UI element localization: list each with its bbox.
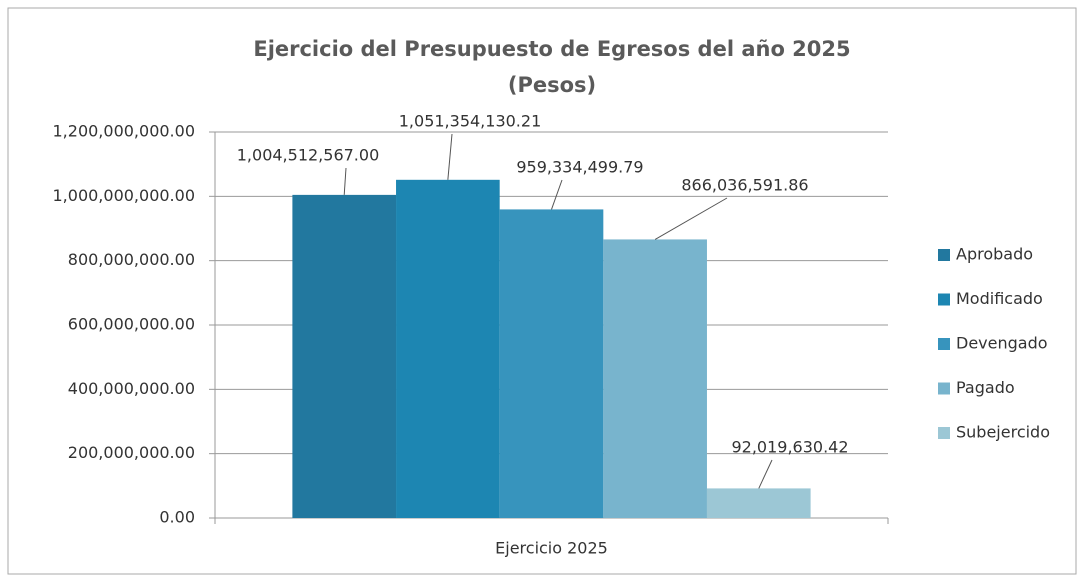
y-tick-label: 1,200,000,000.00 — [53, 122, 196, 141]
data-label: 1,004,512,567.00 — [237, 146, 380, 165]
legend-label: Subejercido — [956, 423, 1050, 442]
legend-label: Aprobado — [956, 245, 1033, 264]
legend-label: Pagado — [956, 378, 1015, 397]
y-tick-label: 800,000,000.00 — [68, 250, 195, 269]
leader-line — [343, 167, 347, 195]
leader-line — [758, 459, 773, 489]
leader-line — [654, 197, 728, 240]
data-label: 92,019,630.42 — [731, 438, 848, 457]
bar — [706, 488, 811, 518]
legend-swatch — [938, 249, 950, 261]
y-tick-label: 200,000,000.00 — [68, 443, 195, 462]
legend-swatch — [938, 293, 950, 306]
legend-swatch — [938, 382, 950, 395]
legend-label: Devengado — [956, 334, 1048, 353]
leader-line — [551, 179, 563, 210]
bar — [292, 194, 397, 519]
data-label: 1,051,354,130.21 — [399, 112, 542, 131]
y-tick-label: 0.00 — [159, 508, 195, 527]
legend-swatch — [938, 338, 950, 350]
chart-title: (Pesos) — [508, 73, 596, 97]
leader-line — [447, 133, 453, 180]
legend-swatch — [938, 427, 950, 439]
bar — [603, 239, 707, 518]
bar — [396, 179, 500, 518]
bar — [499, 209, 604, 518]
legend-label: Modificado — [956, 289, 1043, 308]
data-label: 866,036,591.86 — [681, 176, 808, 195]
chart-title: Ejercicio del Presupuesto de Egresos del… — [253, 37, 850, 61]
y-tick-label: 1,000,000,000.00 — [53, 186, 196, 205]
y-tick-label: 600,000,000.00 — [68, 315, 195, 334]
data-label: 959,334,499.79 — [516, 158, 643, 177]
x-tick-label: Ejercicio 2025 — [495, 539, 608, 558]
y-tick-label: 400,000,000.00 — [68, 379, 195, 398]
